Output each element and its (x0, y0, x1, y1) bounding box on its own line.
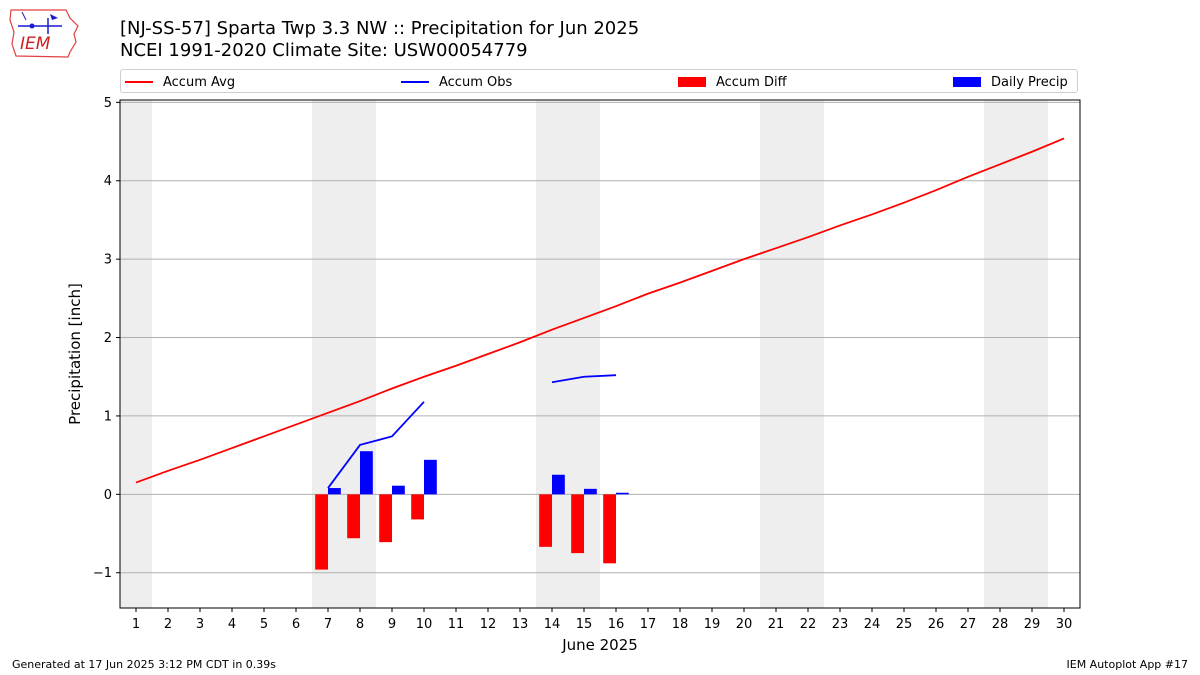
bar-accum-diff-day-16 (603, 494, 616, 564)
x-tick-label: 28 (992, 617, 1009, 632)
y-tick-label: 3 (104, 253, 112, 268)
x-tick-label: 27 (960, 617, 977, 632)
x-tick-label: 6 (292, 617, 300, 632)
chart-legend: Accum Avg Accum Obs Accum Diff Daily Pre… (120, 69, 1078, 93)
bar-accum-diff-day-7 (315, 494, 328, 570)
weekend-shade-day-22 (792, 100, 824, 608)
bar-daily-precip-day-9 (392, 485, 405, 495)
bar-accum-diff-day-15 (571, 494, 584, 554)
y-tick-label: 1 (104, 409, 112, 424)
line-accum-obs-segment-1 (327, 401, 425, 489)
plot-area (119, 99, 1081, 609)
x-tick-label: 3 (196, 617, 204, 632)
legend-swatch-accum-avg (125, 81, 153, 83)
line-accum-avg (135, 137, 1065, 484)
bar-daily-precip-day-10 (424, 459, 437, 495)
x-tick-label: 12 (480, 617, 497, 632)
bar-accum-diff-day-8 (347, 494, 360, 539)
x-tick-label: 14 (544, 617, 561, 632)
bar-accum-diff-day-14 (539, 494, 552, 547)
legend-label-accum-obs: Accum Obs (439, 74, 513, 90)
x-tick-label: 9 (388, 617, 396, 632)
weekend-shade-day-1 (120, 100, 152, 608)
x-tick-label: 23 (832, 617, 849, 632)
x-tick-label: 5 (260, 617, 268, 632)
x-tick-label: 17 (640, 617, 657, 632)
y-tick-label: 2 (104, 331, 112, 346)
iem-logo: IEM (8, 4, 80, 60)
x-tick-label: 21 (768, 617, 785, 632)
logo-text: IEM (20, 34, 51, 54)
x-tick-label: 15 (576, 617, 593, 632)
legend-label-accum-diff: Accum Diff (716, 74, 787, 90)
legend-item-accum-diff: Accum Diff (678, 74, 787, 90)
y-tick-label: 5 (104, 96, 112, 111)
legend-item-accum-obs: Accum Obs (401, 74, 512, 90)
y-tick-label: 0 (104, 488, 112, 503)
weekend-shade-day-29 (1016, 100, 1048, 608)
x-tick-label: 26 (928, 617, 945, 632)
legend-label-daily-precip: Daily Precip (991, 74, 1068, 90)
x-tick-label: 7 (324, 617, 332, 632)
bar-accum-diff-day-10 (411, 494, 424, 520)
bar-accum-diff-day-9 (379, 494, 392, 543)
x-tick-label: 4 (228, 617, 236, 632)
chart-title: [NJ-SS-57] Sparta Twp 3.3 NW :: Precipit… (120, 18, 640, 39)
y-tick-label: 4 (104, 174, 112, 189)
x-tick-label: 2 (164, 617, 172, 632)
x-tick-label: 20 (736, 617, 753, 632)
line-accum-obs-segment-2 (551, 374, 617, 384)
iowa-state-weather-logo-icon: IEM (9, 9, 79, 58)
legend-item-daily-precip: Daily Precip (953, 74, 1068, 90)
legend-label-accum-avg: Accum Avg (163, 74, 236, 90)
legend-swatch-accum-obs (401, 81, 429, 83)
x-tick-label: 8 (356, 617, 364, 632)
y-axis-label: Precipitation [inch] (66, 283, 84, 425)
x-tick-label: 1 (132, 617, 140, 632)
bar-daily-precip-day-16 (616, 492, 629, 495)
footer-app-label: IEM Autoplot App #17 (1066, 658, 1189, 671)
y-tick-label: −1 (93, 566, 112, 581)
legend-item-accum-avg: Accum Avg (125, 74, 235, 90)
x-tick-label: 13 (512, 617, 529, 632)
legend-swatch-accum-diff (678, 77, 706, 87)
bar-daily-precip-day-14 (552, 474, 565, 495)
x-tick-label: 29 (1024, 617, 1041, 632)
bar-daily-precip-day-15 (584, 488, 597, 495)
x-tick-label: 25 (896, 617, 913, 632)
weekend-shade-day-21 (760, 100, 792, 608)
x-tick-label: 24 (864, 617, 881, 632)
x-tick-label: 11 (448, 617, 465, 632)
x-tick-label: 18 (672, 617, 689, 632)
bar-daily-precip-day-7 (328, 488, 341, 495)
x-axis-label: June 2025 (561, 636, 638, 654)
legend-swatch-daily-precip (953, 77, 981, 87)
bar-daily-precip-day-8 (360, 451, 373, 495)
weekend-shade-day-28 (984, 100, 1016, 608)
x-tick-label: 10 (416, 617, 433, 632)
x-tick-label: 16 (608, 617, 625, 632)
x-tick-label: 22 (800, 617, 817, 632)
x-tick-label: 30 (1056, 617, 1073, 632)
chart-subtitle: NCEI 1991-2020 Climate Site: USW00054779 (120, 40, 528, 61)
x-tick-label: 19 (704, 617, 721, 632)
footer-generated-text: Generated at 17 Jun 2025 3:12 PM CDT in … (12, 658, 277, 671)
